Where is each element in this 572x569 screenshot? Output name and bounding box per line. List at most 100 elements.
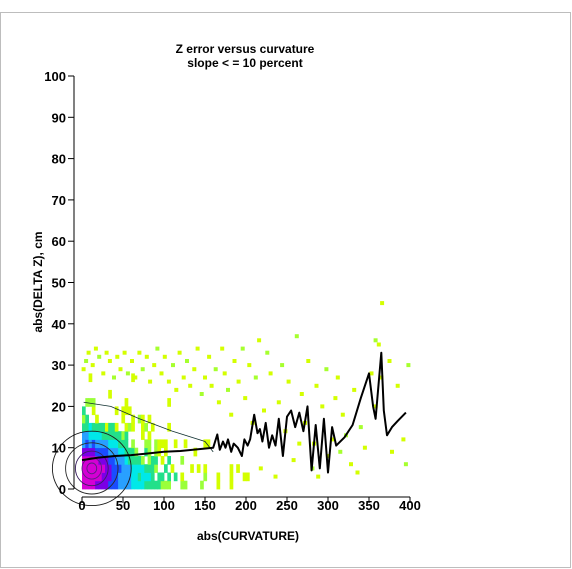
scatter-cell: [112, 375, 116, 380]
scatter-cell: [373, 404, 378, 409]
density-cell: [147, 414, 152, 424]
density-cell: [144, 439, 148, 449]
scatter-cell: [118, 367, 123, 372]
scatter-cell: [326, 454, 330, 458]
density-cell: [131, 480, 135, 490]
scatter-cell: [159, 371, 164, 376]
scatter-cell: [192, 367, 197, 372]
density-cell: [203, 464, 208, 473]
density-cell: [203, 472, 208, 482]
density-cell: [131, 439, 135, 449]
scatter-cell: [155, 346, 160, 351]
scatter-cell: [162, 354, 167, 359]
density-cell: [170, 464, 175, 473]
scatter-cell: [273, 474, 278, 479]
density-cell: [154, 464, 158, 473]
density-cell: [147, 447, 152, 457]
scatter-cell: [299, 392, 304, 396]
scatter-cell: [240, 346, 245, 351]
scatter-cell: [324, 367, 329, 372]
density-cell: [85, 414, 89, 424]
density-cell: [108, 389, 112, 399]
scatter-cell: [406, 363, 411, 368]
scatter-cell: [144, 354, 149, 359]
density-cell: [124, 464, 129, 473]
density-cell: [108, 447, 112, 457]
y-tick-label: 20: [52, 399, 66, 414]
scatter-cell: [133, 375, 138, 380]
density-cell: [229, 480, 234, 490]
density-cell: [101, 422, 106, 432]
density-cell: [118, 456, 122, 465]
density-cell: [118, 480, 122, 490]
density-cell: [173, 472, 178, 482]
x-tick-label: 50: [116, 498, 130, 513]
density-cell: [91, 456, 96, 465]
scatter-cell: [314, 383, 319, 388]
scatter-cell: [86, 350, 91, 355]
scatter-cell: [330, 437, 335, 442]
density-cell: [167, 398, 171, 407]
density-cell: [88, 472, 93, 482]
x-tick-label: 300: [317, 498, 339, 513]
scatter-cell: [294, 334, 299, 339]
density-cell: [88, 422, 93, 432]
scatter-cell: [220, 346, 225, 351]
scatter-cell: [253, 375, 258, 380]
density-cell: [82, 414, 86, 424]
x-tick-label: 100: [153, 498, 175, 513]
density-cell: [121, 431, 126, 440]
density-cell: [164, 464, 168, 473]
density-cell: [82, 431, 86, 440]
density-cell: [124, 472, 129, 482]
density-cell: [121, 472, 126, 482]
density-cell: [101, 456, 106, 465]
density-cell: [98, 447, 103, 457]
density-cell: [134, 480, 139, 490]
density-cell: [88, 456, 93, 465]
density-cell: [118, 464, 122, 473]
density-cell: [98, 472, 103, 482]
scatter-cell: [107, 359, 112, 363]
density-cell: [82, 422, 86, 432]
density-cell: [91, 398, 96, 407]
density-cell: [131, 472, 135, 482]
density-cell: [144, 472, 148, 482]
y-tick-label: 60: [52, 234, 66, 249]
density-cell: [114, 447, 119, 457]
density-cell: [164, 439, 168, 449]
scatter-cell: [137, 350, 142, 355]
density-cell: [88, 480, 93, 490]
density-cell: [127, 464, 132, 473]
density-cell: [144, 480, 148, 490]
density-cell: [101, 480, 106, 490]
x-tick-label: 0: [78, 498, 85, 513]
scatter-cell: [104, 350, 109, 355]
density-cell: [203, 439, 208, 449]
density-cell: [105, 431, 109, 440]
density-cell: [131, 447, 135, 457]
density-cell: [137, 456, 142, 465]
scatter-cell: [258, 466, 263, 471]
density-cell: [134, 456, 139, 465]
density-cell: [111, 464, 116, 473]
y-tick-label: 10: [52, 441, 66, 456]
density-cell: [118, 439, 122, 449]
density-cell: [91, 480, 96, 490]
scatter-cell: [148, 379, 153, 384]
density-cell: [105, 464, 109, 473]
density-cell: [141, 480, 145, 490]
scatter-cell: [369, 371, 374, 376]
density-cell: [82, 472, 86, 482]
scatter-cell: [373, 338, 378, 343]
density-cell: [95, 472, 99, 482]
density-cell: [134, 464, 139, 473]
density-cell: [141, 472, 145, 482]
scatter-cell: [222, 371, 227, 376]
density-cell: [105, 422, 109, 432]
density-cell: [180, 456, 185, 465]
scatter-cell: [390, 449, 394, 454]
density-cell: [108, 480, 112, 490]
scatter-cell: [209, 383, 214, 388]
density-cell: [85, 472, 89, 482]
